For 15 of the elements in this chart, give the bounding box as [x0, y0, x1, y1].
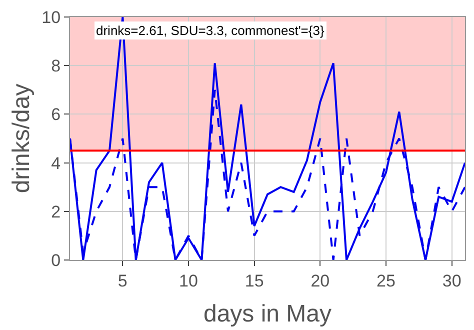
x-axis-title: days in May: [203, 300, 332, 328]
x-tick-label: 10: [179, 271, 198, 290]
x-tick-label: 30: [442, 271, 462, 290]
y-tick-label: 2: [51, 202, 61, 222]
y-axis-title: drinks/day: [8, 84, 35, 194]
y-tick-label: 0: [51, 250, 61, 270]
y-tick-label: 10: [42, 8, 61, 27]
y-tick-label: 8: [51, 56, 61, 76]
x-tick-label: 20: [310, 271, 330, 290]
x-tick-label: 25: [376, 271, 396, 290]
x-tick-label: 5: [118, 271, 128, 290]
annotation: drinks=2.61, SDU=3.3, commonest'={3}: [96, 23, 325, 38]
x-tick-label: 15: [244, 271, 264, 290]
y-tick-label: 4: [51, 154, 61, 173]
y-tick-label: 6: [51, 105, 61, 124]
